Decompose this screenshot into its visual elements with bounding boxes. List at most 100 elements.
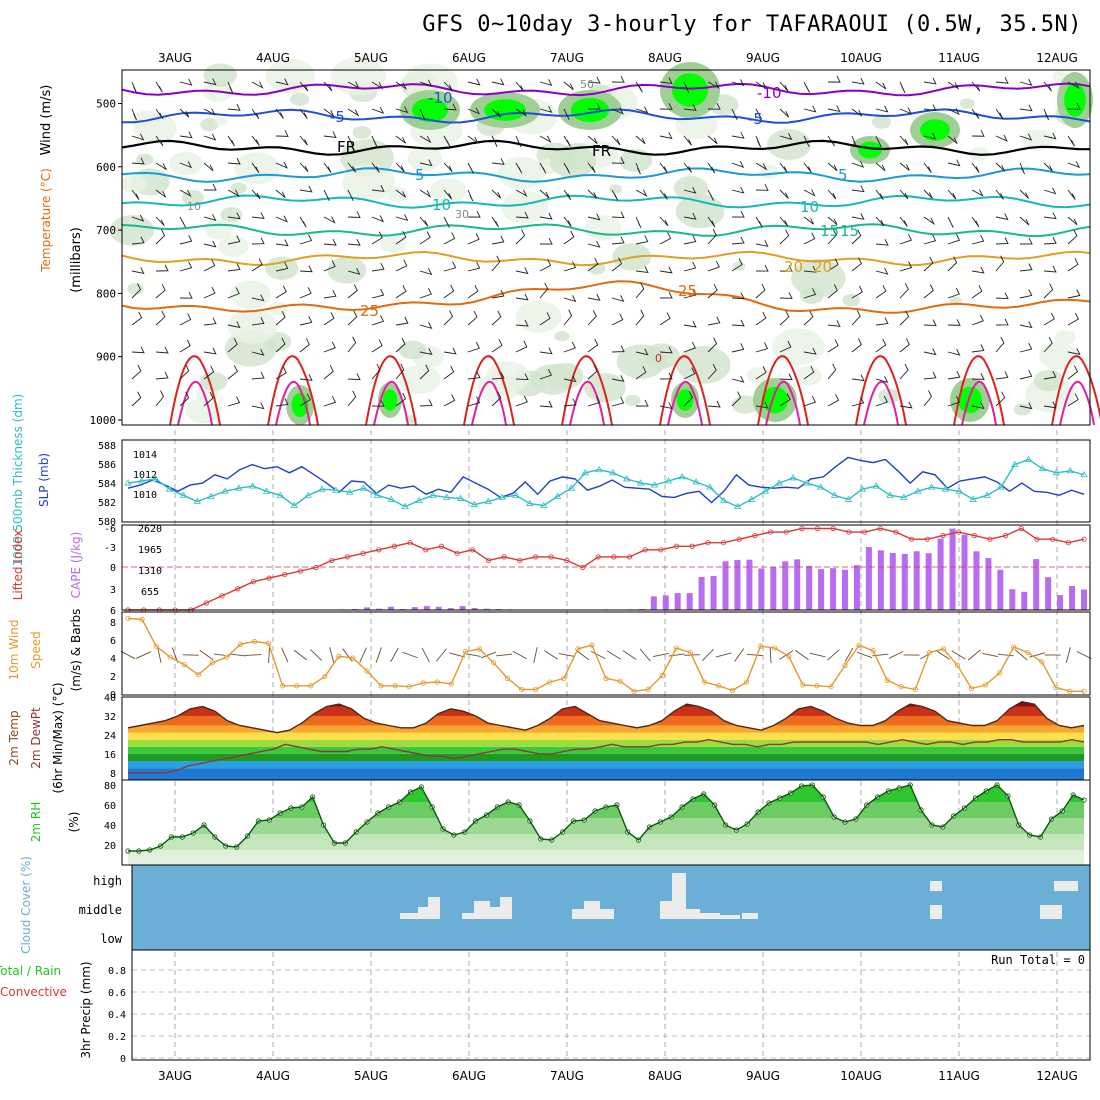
wind-barb: [755, 216, 763, 228]
wind-barb: [683, 235, 697, 245]
wind-barb: [947, 395, 961, 407]
rh-shade: [265, 256, 299, 281]
wind-barb: [779, 292, 793, 299]
wind-barb: [947, 234, 961, 245]
wind-barb: [467, 310, 478, 326]
wind-barb: [659, 346, 673, 354]
wind-barb: [1019, 369, 1033, 380]
wind-barb: [1019, 321, 1033, 329]
wind-barb: [515, 293, 529, 301]
precip-label-total: Total / Rain: [0, 964, 61, 978]
temp-band: [128, 739, 1084, 747]
wind-barb: [803, 265, 817, 273]
wind-barb: [995, 371, 1009, 380]
cloud-middle-block: [572, 909, 584, 919]
wind-barb: [131, 236, 145, 245]
surface-wind-barb: [199, 650, 214, 660]
surface-wind-barb: [746, 653, 763, 657]
wind-barb: [587, 257, 599, 272]
wind-barb: [1067, 229, 1078, 245]
wind-barb: [395, 189, 406, 198]
wind-barb: [1043, 337, 1053, 353]
wind-speed-line: [127, 617, 1084, 693]
cloud-high-block: [672, 873, 686, 891]
wind-barb: [1043, 187, 1057, 195]
cape-bar: [471, 608, 478, 610]
wind-barb: [731, 343, 745, 353]
wind-barb: [611, 345, 625, 353]
wind-barb: [515, 319, 529, 327]
date-label-top: 6AUG: [452, 51, 486, 65]
rh-shade: [1054, 329, 1076, 345]
surface-wind-barb: [421, 647, 430, 663]
wind-barb: [779, 340, 792, 353]
wind-barb: [899, 283, 909, 299]
rh-shade: [214, 116, 228, 126]
wind-barb: [587, 162, 596, 173]
surface-wind-barb: [512, 650, 528, 660]
wind-barb: [539, 106, 553, 113]
thickness-tick: 580: [98, 517, 116, 528]
wind-barb: [515, 162, 523, 174]
cape-bar: [662, 595, 669, 610]
wind-barb: [1043, 162, 1053, 172]
wind-barb: [443, 261, 457, 272]
axis-label: Cloud Cover (%): [19, 856, 33, 954]
precip-tick: 0.4: [108, 1010, 126, 1021]
cloud-middle-block: [418, 907, 428, 919]
rh-shade: [959, 98, 975, 109]
cape-bar: [925, 553, 932, 610]
contour-label: 50: [580, 78, 594, 91]
wind-barb: [659, 291, 673, 299]
rh-shade: [842, 293, 861, 307]
thickness-tick: 582: [98, 498, 116, 509]
wind-barb: [563, 81, 574, 90]
wind-barb: [803, 135, 810, 148]
wind-barb: [275, 130, 289, 137]
wind-barb: [659, 189, 668, 200]
wind-barb: [491, 216, 499, 228]
wind-barb: [875, 105, 889, 113]
wind-barb: [611, 135, 621, 146]
wind-barb: [227, 103, 241, 111]
temp-band: [128, 725, 1084, 733]
rh-shade: [878, 388, 901, 404]
cloud-high-block: [1054, 881, 1078, 891]
wind-barb: [155, 135, 164, 147]
thickness-tick: 584: [98, 479, 116, 490]
temp-band: [128, 753, 1084, 762]
wind-barb: [347, 373, 361, 381]
panel-frame: [121, 439, 1091, 523]
wind-barb: [947, 256, 958, 272]
wind-barb: [899, 189, 909, 200]
wind-barb: [587, 189, 598, 199]
wind-barb: [707, 260, 720, 272]
cape-bar: [853, 565, 860, 610]
surface-wind-barb: [826, 649, 840, 661]
temp-band: [128, 768, 1084, 780]
wind-barb: [995, 237, 1009, 245]
wind-barb: [731, 319, 745, 327]
wind-barb: [227, 157, 241, 165]
wind-barb: [611, 295, 625, 302]
wind-barb: [371, 81, 384, 90]
wind-barb: [539, 368, 552, 380]
wind-barb: [731, 391, 742, 407]
wind-barb: [827, 216, 838, 226]
contour-label: 20: [813, 258, 832, 276]
wind-barb: [731, 292, 745, 300]
cape-bar: [1045, 577, 1052, 610]
temperature-contour-30: [169, 355, 221, 426]
wind-barb: [371, 185, 385, 192]
wind-barb: [491, 158, 505, 165]
surface-wind-barb: [375, 647, 382, 663]
cape-bar: [877, 550, 884, 610]
cloud-middle-block: [474, 901, 490, 919]
wind-barb: [899, 135, 909, 146]
wind-barb: [779, 81, 789, 92]
wind-barb: [155, 81, 163, 93]
wind-barb: [179, 339, 191, 353]
wind-barb: [899, 107, 913, 115]
wind-barb: [923, 348, 937, 356]
rh-shade: [643, 343, 681, 369]
